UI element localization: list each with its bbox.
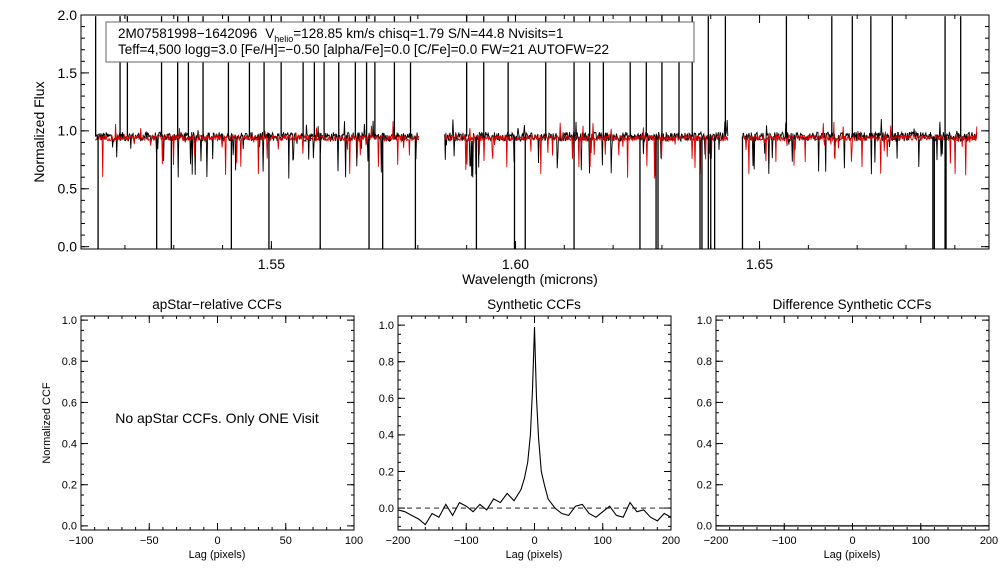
v-helio-subscript: helio	[274, 34, 293, 44]
synthetic-ccf-axes: −200 −100 0 100 200 0.0 0.2 0.4 0.6 0.8 1.0	[379, 315, 680, 547]
x-tick-label: 1.65	[746, 256, 773, 272]
x-tick-label: −100	[772, 535, 797, 547]
y-tick-label: 0.4	[697, 438, 712, 450]
y-tick-label: 0.8	[697, 356, 712, 368]
y-tick-label: 0.0	[58, 239, 78, 255]
x-tick-label: 1.55	[258, 256, 285, 272]
apstar-ccf-y-label: Normalized CCF	[41, 382, 53, 464]
synthetic-ccf-frame	[397, 315, 672, 531]
y-tick-label: 0.2	[697, 480, 712, 492]
synthetic-ccf-panel: −200 −100 0 100 200 0.0 0.2 0.4 0.6 0.8 1.0 Synthe…	[379, 297, 680, 561]
synthetic-ccf-x-label: Lag (pixels)	[506, 549, 563, 561]
spectrum-x-label: Wavelength (microns)	[462, 271, 598, 287]
x-tick-label: 0	[531, 535, 537, 547]
x-tick-label: −200	[704, 535, 729, 547]
x-tick-label: 0	[849, 535, 855, 547]
x-tick-label: −50	[140, 535, 159, 547]
info-box-frame	[105, 21, 695, 63]
model-spectrum-line	[444, 122, 729, 179]
spectrum-frame	[80, 14, 990, 250]
difference-ccf-title: Difference Synthetic CCFs	[773, 297, 932, 312]
spectrum-axes: 1.55 1.60 1.65 0.0 0.5 1.0 1.5 2.0	[58, 7, 989, 272]
info-line-1: 2M07581998−1642096 Vhelio=128.85 km/s chi…	[118, 26, 563, 44]
y-tick-label: 0.5	[58, 181, 78, 197]
y-tick-label: 1.5	[58, 65, 78, 81]
model-spectrum-line	[95, 121, 420, 178]
y-tick-label: 0.0	[62, 521, 77, 533]
synthetic-ccf-line	[398, 326, 671, 526]
y-tick-label: 0.8	[62, 356, 77, 368]
apstar-ccf-x-label: Lag (pixels)	[189, 549, 246, 561]
difference-ccf-axes: −200 −100 0 100 200 0.0 0.2 0.4 0.6 0.8 1.0	[697, 315, 998, 547]
spectrum-panel: 1.55 1.60 1.65 0.0 0.5 1.0 1.5 2.0 2M07581998−1…	[31, 7, 990, 287]
y-tick-label: 1.0	[62, 315, 77, 327]
model-spectrum-line	[742, 121, 978, 176]
difference-ccf-frame	[715, 315, 990, 531]
difference-ccf-x-label: Lag (pixels)	[824, 549, 881, 561]
y-tick-label: 0.6	[697, 397, 712, 409]
y-tick-label: 2.0	[58, 7, 78, 23]
info-box: 2M07581998−1642096 Vhelio=128.85 km/s chi…	[105, 21, 695, 63]
x-tick-label: −200	[386, 535, 411, 547]
y-tick-label: 0.0	[379, 503, 394, 515]
synthetic-ccf-series-group	[398, 326, 671, 526]
y-tick-label: 1.0	[379, 320, 394, 332]
apstar-ccf-panel: −100 −50 0 50 100 0.0 0.2 0.4 0.6 0.8 1.0 apStar−r…	[41, 297, 363, 561]
x-tick-label: 200	[980, 535, 998, 547]
x-tick-label: 50	[280, 535, 292, 547]
y-tick-label: 0.2	[379, 466, 394, 478]
spectrum-y-label: Normalized Flux	[31, 81, 47, 182]
info-line-2: Teff=4,500 logg=3.0 [Fe/H]=−0.50 [alpha/…	[118, 42, 609, 57]
y-tick-label: 0.2	[62, 480, 77, 492]
difference-ccf-panel: −200 −100 0 100 200 0.0 0.2 0.4 0.6 0.8 1.0 Differ…	[697, 297, 998, 561]
y-tick-label: 0.4	[62, 438, 77, 450]
observed-spectrum-line	[95, 120, 420, 179]
x-tick-label: −100	[69, 535, 94, 547]
no-ccf-message: No apStar CCFs. Only ONE Visit	[115, 410, 319, 426]
y-tick-label: 0.6	[62, 397, 77, 409]
y-tick-label: 1.0	[58, 123, 78, 139]
x-tick-label: 100	[345, 535, 363, 547]
y-tick-label: 1.0	[697, 315, 712, 327]
x-tick-label: −100	[454, 535, 479, 547]
info-line-1-rest: =128.85 km/s chisq=1.79 S/N=44.8 Nvisits…	[293, 26, 563, 41]
synthetic-ccf-title: Synthetic CCFs	[487, 297, 581, 312]
x-tick-label: 200	[662, 535, 680, 547]
star-id: 2M07581998−1642096	[118, 26, 257, 41]
x-tick-label: 0	[214, 535, 220, 547]
apstar-ccf-title: apStar−relative CCFs	[152, 297, 282, 312]
observed-spectrum-line	[444, 119, 729, 178]
x-tick-label: 1.60	[502, 256, 529, 272]
apstar-ccf-axes: −100 −50 0 50 100 0.0 0.2 0.4 0.6 0.8 1.0	[62, 315, 363, 547]
v-helio-symbol: V	[265, 26, 274, 41]
y-tick-label: 0.0	[697, 521, 712, 533]
y-tick-label: 0.4	[379, 430, 394, 442]
y-tick-label: 0.8	[379, 357, 394, 369]
y-tick-label: 0.6	[379, 393, 394, 405]
x-tick-label: 100	[912, 535, 930, 547]
observed-spectrum-line	[742, 118, 978, 175]
x-tick-label: 100	[594, 535, 612, 547]
